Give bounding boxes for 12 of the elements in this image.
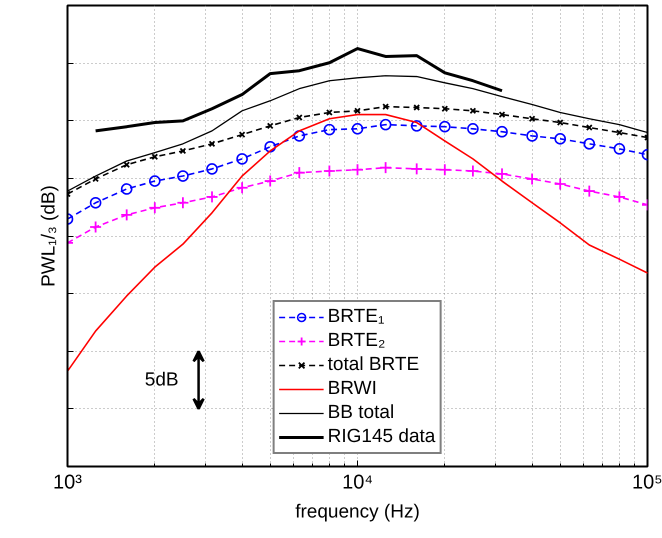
- x-tick-label: 10⁵: [632, 472, 662, 494]
- y-axis-title: PWL₁/₃ (dB): [38, 185, 60, 287]
- x-axis-title: frequency (Hz): [295, 502, 420, 522]
- annotation: 5dB: [144, 370, 179, 391]
- legend-label: total BRTE: [328, 354, 420, 376]
- legend-label: BB total: [328, 402, 394, 424]
- legend-label: BRWI: [328, 378, 377, 400]
- x-tick-label: 10³: [53, 472, 82, 494]
- legend-label: BRTE₂: [328, 330, 386, 352]
- legend-label: BRTE₁: [328, 306, 384, 328]
- legend-label: RIG145 data: [328, 426, 436, 448]
- x-tick-label: 10⁴: [342, 472, 373, 494]
